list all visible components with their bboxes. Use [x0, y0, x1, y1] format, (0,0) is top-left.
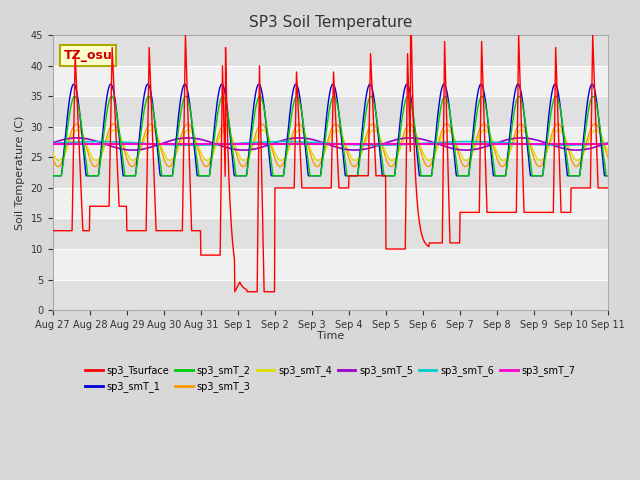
Legend: sp3_Tsurface, sp3_smT_1, sp3_smT_2, sp3_smT_3, sp3_smT_4, sp3_smT_5, sp3_smT_6, : sp3_Tsurface, sp3_smT_1, sp3_smT_2, sp3_…: [81, 361, 579, 396]
Bar: [52, 249, 608, 279]
Bar: [52, 127, 608, 157]
Bar: [52, 188, 608, 218]
Bar: [52, 66, 608, 96]
Bar: [52, 36, 608, 66]
Bar: [52, 279, 608, 310]
Title: SP3 Soil Temperature: SP3 Soil Temperature: [249, 15, 412, 30]
Y-axis label: Soil Temperature (C): Soil Temperature (C): [15, 116, 25, 230]
Bar: [52, 96, 608, 127]
Bar: [52, 157, 608, 188]
X-axis label: Time: Time: [317, 331, 344, 341]
Bar: [52, 218, 608, 249]
Text: TZ_osu: TZ_osu: [64, 49, 113, 62]
